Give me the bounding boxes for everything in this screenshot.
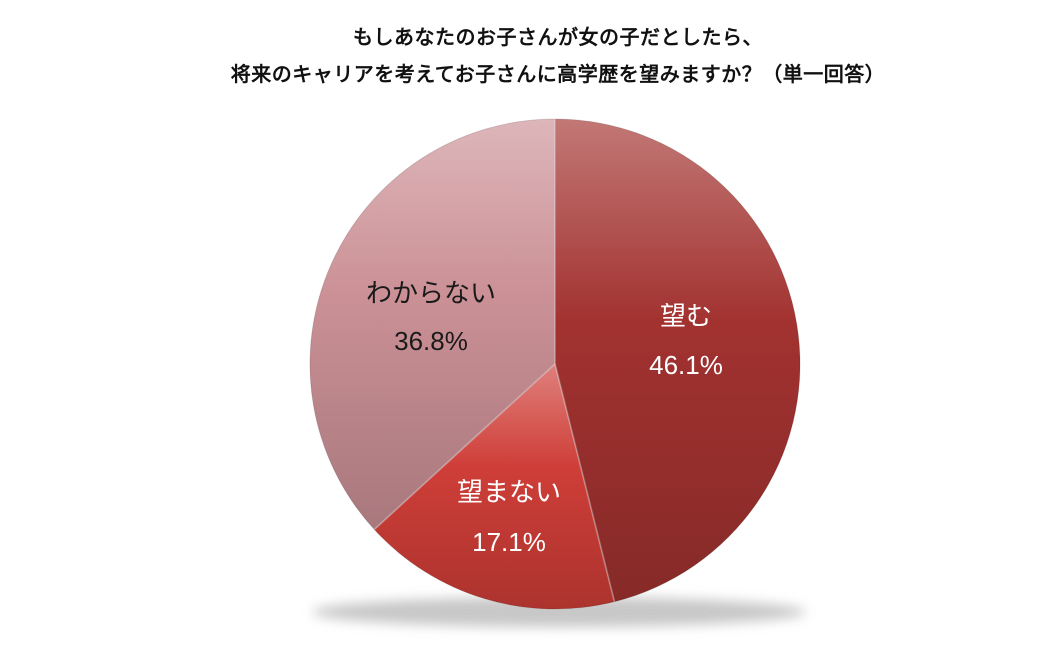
- pie-slice-value-0: 46.1%: [649, 350, 723, 380]
- chart-title-line1: もしあなたのお子さんが女の子だとしたら、: [353, 27, 763, 49]
- pie-slice-label-1: 望まない: [457, 477, 561, 507]
- pie-slice-1: [373, 363, 615, 610]
- pie-slice-value-2: 36.8%: [394, 326, 468, 356]
- pie-slice-2: [309, 118, 556, 530]
- slice-divider-2: [373, 363, 556, 531]
- slice-divider-1: [554, 363, 616, 602]
- pie-slice-label-2: わからない: [366, 278, 496, 308]
- pie-shadow: [312, 597, 806, 627]
- pie-slice-label-0: 望む: [660, 301, 712, 331]
- pie-slice-0: [554, 118, 801, 603]
- pie-slice-value-1: 17.1%: [472, 527, 546, 557]
- chart-title: もしあなたのお子さんが女の子だとしたら、 将来のキャリアを考えてお子さんに高学歴…: [60, 20, 1056, 94]
- chart-title-line2: 将来のキャリアを考えてお子さんに高学歴を望みますか？（単一回答）: [230, 64, 886, 86]
